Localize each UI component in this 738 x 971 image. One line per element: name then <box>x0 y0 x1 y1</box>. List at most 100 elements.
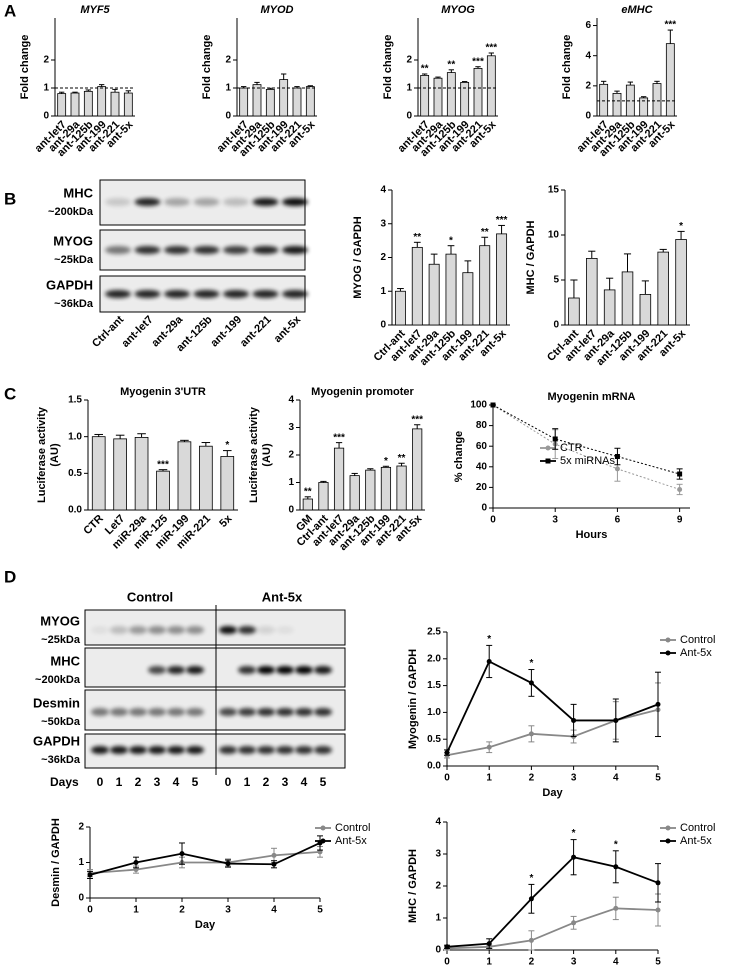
y-tick-label: 20 <box>476 482 488 493</box>
y-tick-label: 5 <box>553 275 559 286</box>
blot-band <box>238 708 256 716</box>
marker <box>528 680 534 686</box>
group-label: Ant-5x <box>262 589 303 604</box>
legend-label: CTR <box>560 442 583 454</box>
y-axis-label: MHC / GAPDH <box>407 849 419 923</box>
series-line <box>89 850 321 875</box>
y-axis-label: (AU) <box>261 443 273 467</box>
marker <box>271 861 277 867</box>
blot-label: MHC <box>63 185 93 200</box>
group-label: Control <box>127 589 173 604</box>
significance: * <box>614 839 618 850</box>
y-tick-label: 100 <box>470 400 487 411</box>
bar <box>97 86 107 117</box>
significance: ** <box>304 486 312 497</box>
x-tick-label: 3 <box>552 515 558 526</box>
bar <box>333 447 345 511</box>
blot-band <box>148 626 166 634</box>
y-tick-label: 60 <box>476 441 488 452</box>
bar <box>568 297 580 326</box>
legend-marker <box>665 838 671 844</box>
x-tick-label: 1 <box>133 905 139 916</box>
legend-marker <box>320 838 326 844</box>
blot-band <box>314 666 332 674</box>
x-tick-label: 1 <box>486 957 492 968</box>
y-axis-label: % change <box>453 431 465 482</box>
bar <box>639 293 652 326</box>
bar <box>265 89 275 117</box>
blot-band <box>219 746 237 754</box>
panel-letter: D <box>4 567 16 586</box>
blot-label: MYOG <box>53 233 93 248</box>
bar <box>394 290 406 326</box>
bar <box>486 55 496 117</box>
bar <box>411 246 423 326</box>
x-tick-label: 3 <box>571 957 577 968</box>
bar <box>70 92 80 117</box>
marker <box>444 944 450 950</box>
blot-band <box>219 708 237 716</box>
x-axis-label: Hours <box>576 529 608 541</box>
day-label: 0 <box>97 775 104 789</box>
day-label: 3 <box>282 775 289 789</box>
chart-title: eMHC <box>621 4 653 16</box>
y-axis-label: Myogenin / GAPDH <box>407 649 419 749</box>
marker <box>655 880 661 886</box>
legend-label: Ant-5x <box>680 835 712 847</box>
chart-title: Myogenin promoter <box>311 386 414 398</box>
x-tick-label: 5 <box>655 773 661 784</box>
y-tick-label: 2 <box>380 252 386 263</box>
y-tick-label: 2 <box>585 80 591 91</box>
bar <box>302 498 313 511</box>
bar <box>657 251 669 326</box>
marker <box>571 920 577 926</box>
blot-band <box>223 290 249 298</box>
blot-band <box>186 666 204 674</box>
blot-band <box>257 626 275 634</box>
blot-band <box>193 290 220 298</box>
blot-band <box>193 198 220 206</box>
marker <box>490 402 496 408</box>
y-axis-label: Fold change <box>19 35 31 100</box>
significance: *** <box>157 459 169 470</box>
blot-band <box>257 666 275 674</box>
blot-band <box>186 626 204 634</box>
legend-label: Ant-5x <box>680 647 712 659</box>
bar <box>123 92 133 117</box>
y-tick-label: 0 <box>78 893 84 904</box>
marker <box>225 861 231 867</box>
x-tick-label: 3 <box>225 905 231 916</box>
y-axis-label: MYOG / GAPDH <box>352 216 364 299</box>
marker <box>613 864 619 870</box>
x-tick-label: 4 <box>613 773 619 784</box>
y-tick-label: 2 <box>406 55 412 66</box>
blot-band <box>105 198 131 206</box>
blot-band <box>223 198 249 206</box>
x-tick-label: 0 <box>444 957 450 968</box>
marker <box>613 905 619 911</box>
significance: *** <box>472 56 484 67</box>
y-tick-label: 10 <box>548 230 560 241</box>
bar <box>621 271 634 326</box>
y-tick-label: 0 <box>225 111 231 122</box>
x-tick-label: 5x <box>217 512 235 530</box>
legend-marker <box>320 825 326 831</box>
significance: *** <box>333 432 345 443</box>
marker <box>87 872 93 878</box>
significance: *** <box>485 43 497 54</box>
significance: * <box>449 235 453 246</box>
bar <box>433 77 443 117</box>
marker <box>552 436 558 442</box>
x-tick-label: 3 <box>571 773 577 784</box>
blot-label: MYOG <box>40 613 80 628</box>
blot-band <box>238 626 256 634</box>
bar <box>279 79 289 117</box>
bar <box>83 90 93 117</box>
bar <box>134 436 149 511</box>
blot-band <box>186 746 204 754</box>
bar <box>586 257 598 326</box>
blot-band <box>186 708 204 716</box>
y-tick-label: 4 <box>380 185 386 196</box>
y-tick-label: 4 <box>288 395 294 406</box>
blot-band <box>219 626 237 634</box>
